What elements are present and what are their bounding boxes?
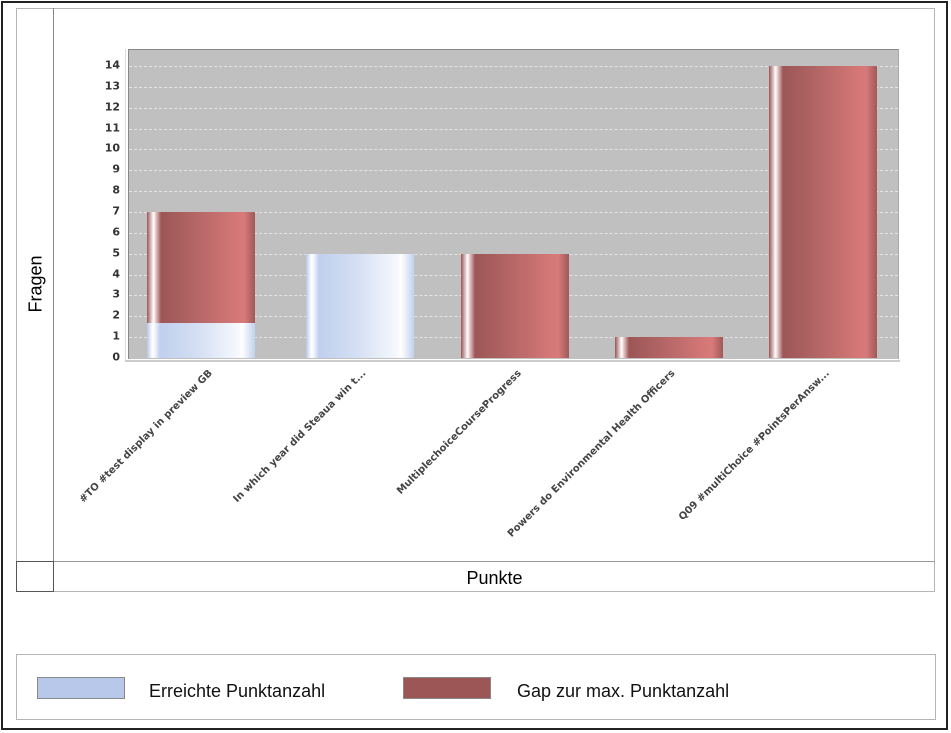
legend-label-achieved: Erreichte Punktanzahl <box>149 681 326 701</box>
x-axis-line <box>125 360 900 362</box>
y-tick-label: 7 <box>112 204 120 218</box>
gridline <box>129 212 898 213</box>
bar <box>768 66 877 358</box>
bar-segment-gap <box>460 253 569 358</box>
x-axis-title: Punkte <box>466 568 523 588</box>
bar-segment-achieved <box>147 323 256 358</box>
bar <box>614 337 723 358</box>
y-tick-label: 12 <box>104 100 120 114</box>
y-axis-label-column <box>16 8 54 561</box>
y-tick-label: 3 <box>112 287 120 301</box>
bar <box>147 212 256 358</box>
gridline <box>129 86 898 88</box>
y-axis-title: Fragen <box>25 255 46 313</box>
plot-area <box>128 49 899 359</box>
y-tick-label: 5 <box>112 246 120 260</box>
y-tick-label: 11 <box>104 121 120 135</box>
bar-segment-achieved <box>306 253 415 358</box>
bar <box>306 253 415 358</box>
legend: Erreichte Punktanzahl Gap zur max. Punkt… <box>16 654 936 720</box>
gridline <box>129 66 898 67</box>
y-tick-label: 6 <box>112 225 120 239</box>
gridline <box>129 149 898 151</box>
gridline <box>129 170 898 172</box>
legend-swatch-achieved <box>37 677 125 699</box>
y-tick-label: 9 <box>112 162 120 176</box>
y-tick-label: 8 <box>112 183 120 197</box>
gridline <box>129 128 898 130</box>
y-tick-label: 2 <box>112 308 120 322</box>
y-tick-label: 1 <box>112 329 120 343</box>
legend-label-gap: Gap zur max. Punktanzahl <box>517 681 730 701</box>
bar-segment-gap <box>614 337 723 358</box>
gridline <box>129 107 898 109</box>
x-axis-label-row: Punkte <box>54 561 935 592</box>
corner-cell <box>16 561 54 592</box>
gridline <box>129 232 898 234</box>
bar-segment-gap <box>147 212 256 324</box>
bar <box>460 253 569 358</box>
chart-container <box>16 8 935 592</box>
gridline <box>129 191 898 193</box>
y-tick-label: 0 <box>112 350 120 364</box>
bar-segment-gap <box>768 66 877 358</box>
legend-swatch-gap <box>403 677 491 699</box>
y-tick-label: 13 <box>104 79 120 93</box>
y-tick-label: 4 <box>112 267 120 281</box>
y-tick-label: 14 <box>104 58 120 72</box>
y-tick-label: 10 <box>104 141 120 155</box>
y-axis-line <box>125 49 126 360</box>
